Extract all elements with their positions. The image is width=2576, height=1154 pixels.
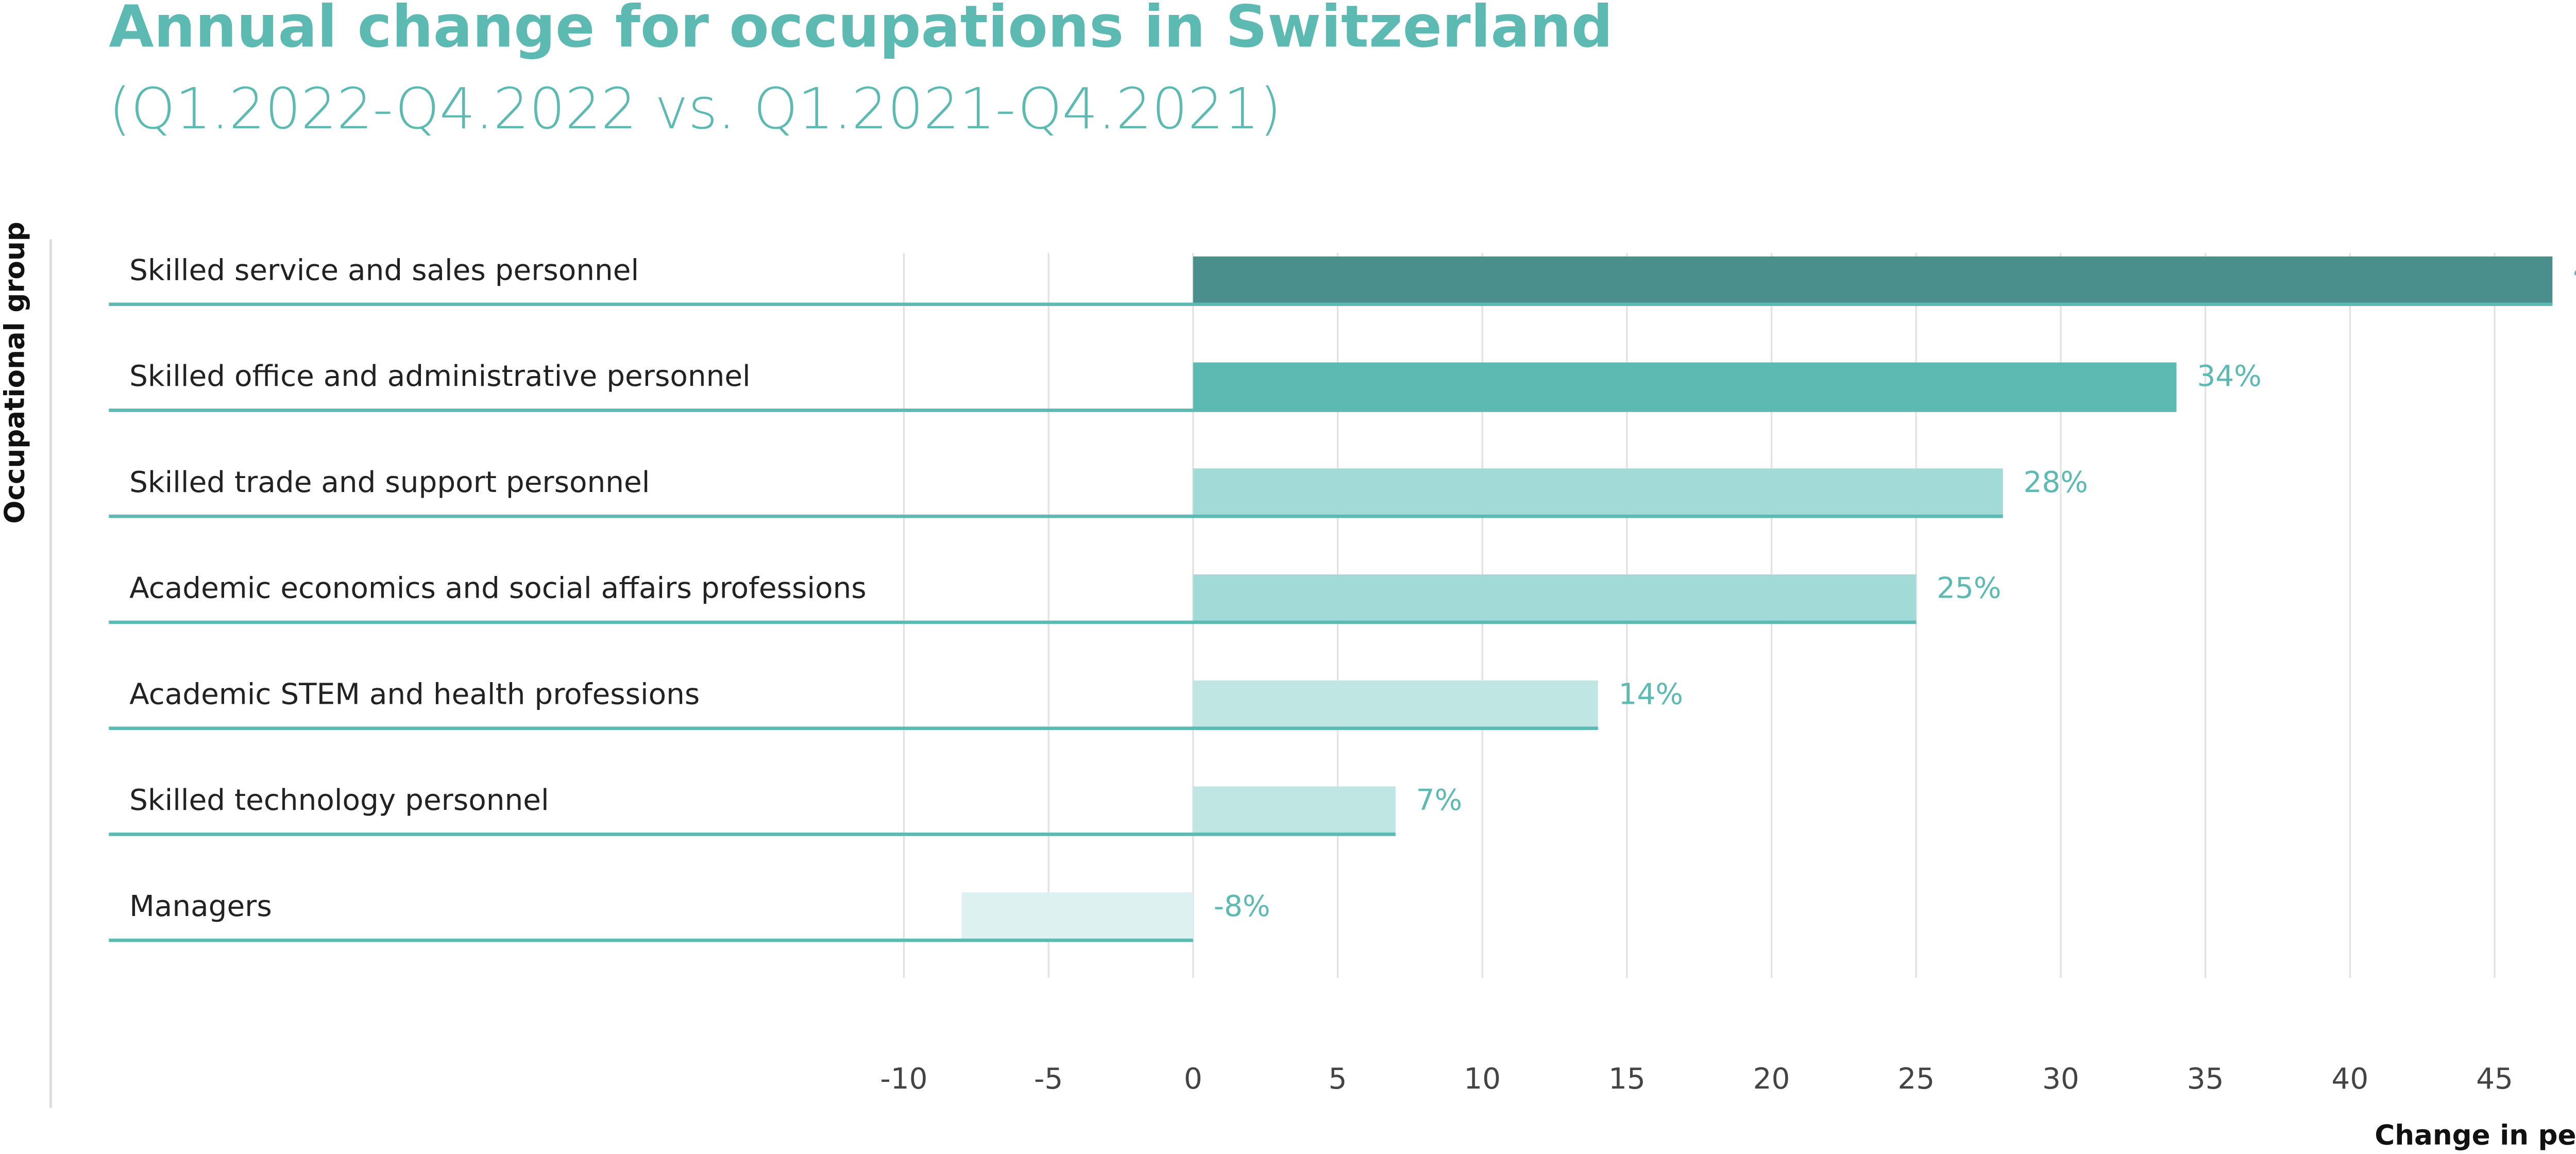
value-label: 14% — [1619, 677, 1683, 711]
value-label: 25% — [1937, 572, 2001, 605]
bar — [961, 892, 1193, 941]
x-tick-label: 0 — [1184, 1062, 1202, 1096]
x-axis-label: Change in per cent — [2375, 1119, 2576, 1151]
category-label: Managers — [129, 890, 272, 923]
bar — [1193, 574, 1917, 622]
value-label: 47% — [2573, 253, 2576, 287]
category-label: Academic STEM and health professions — [129, 677, 700, 711]
category-label: Skilled trade and support personnel — [129, 466, 650, 499]
x-tick-label: 45 — [2476, 1062, 2513, 1096]
x-tick-label: 10 — [1464, 1062, 1501, 1096]
value-label: 34% — [2197, 360, 2261, 393]
value-label: 28% — [2023, 466, 2088, 499]
x-tick-label: 40 — [2331, 1062, 2368, 1096]
bar — [1193, 680, 1598, 728]
x-tick-label: 30 — [2042, 1062, 2079, 1096]
bar — [1193, 256, 2553, 304]
bar — [1193, 362, 2177, 411]
x-tick-label: -5 — [1034, 1062, 1063, 1096]
chart-subtitle: (Q1.2022-Q4.2022 vs. Q1.2021-Q4.2021) — [109, 76, 1281, 142]
value-label: 7% — [1416, 784, 1462, 817]
x-tick-label: 5 — [1329, 1062, 1347, 1096]
category-label: Academic economics and social affairs pr… — [129, 572, 867, 605]
y-axis-label: Occupational group — [0, 222, 31, 523]
x-tick-label: 15 — [1608, 1062, 1646, 1096]
x-tick-label: 20 — [1753, 1062, 1790, 1096]
bar — [1193, 468, 2003, 517]
category-label: Skilled technology personnel — [129, 784, 549, 817]
category-label: Skilled service and sales personnel — [129, 253, 639, 287]
x-tick-label: -10 — [880, 1062, 927, 1096]
x-tick-label: 25 — [1897, 1062, 1935, 1096]
bar — [1193, 786, 1396, 835]
value-label: -8% — [1214, 890, 1270, 923]
chart-title: Annual change for occupations in Switzer… — [109, 0, 1613, 60]
x-tick-label: 35 — [2187, 1062, 2224, 1096]
category-label: Skilled office and administrative person… — [129, 360, 751, 393]
